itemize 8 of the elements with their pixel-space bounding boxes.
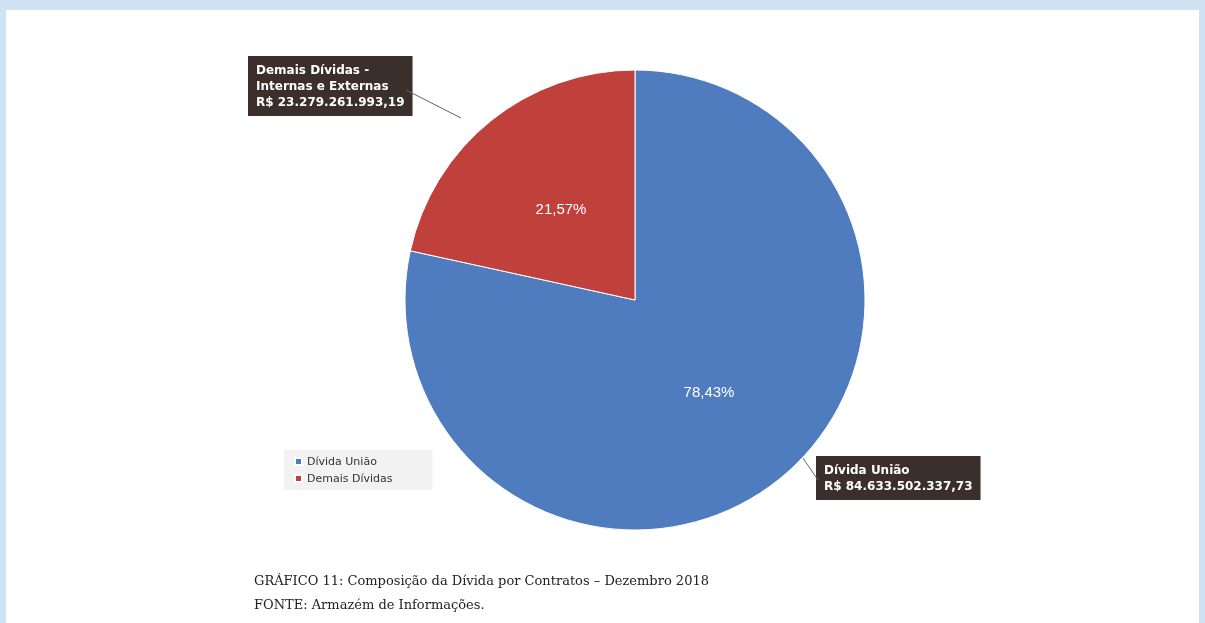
data-label: 78,43% xyxy=(683,383,735,401)
legend-label: Demais Dívidas xyxy=(307,472,393,485)
text: Dívida União R$ 84.633.502.337,73 xyxy=(824,463,973,493)
data-label: 21,57% xyxy=(535,199,587,217)
source-note: FONTE: Armazém de Informações. xyxy=(254,597,485,612)
legend-label: Dívida União xyxy=(307,455,378,468)
text: Demais Dívidas - Internas e Externas R$ 23.279.261.993,19 xyxy=(256,63,405,109)
text: GRÁFICO 11: Composição da Dívida por Contratos – Dezembro 2018 xyxy=(254,573,709,588)
